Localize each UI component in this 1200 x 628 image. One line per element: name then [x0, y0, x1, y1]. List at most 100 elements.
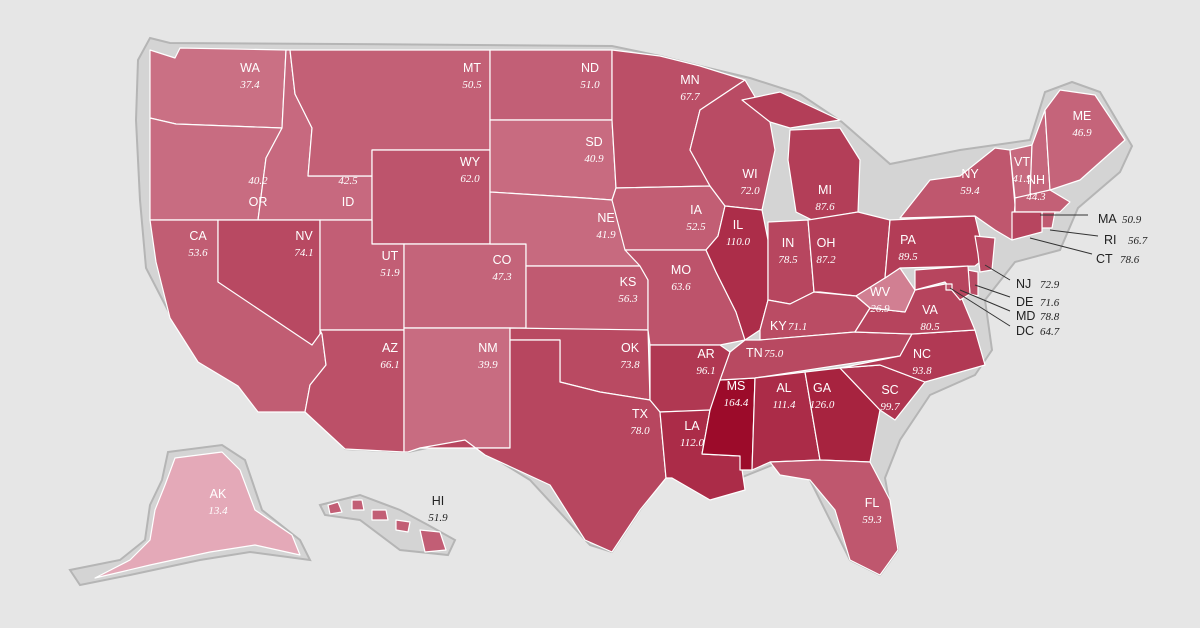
- state-abbr-CT: CT: [1096, 252, 1113, 266]
- state-value-NH: 44.3: [1026, 191, 1046, 203]
- state-abbr-OH: OH: [817, 236, 836, 250]
- state-value-OH: 87.2: [816, 254, 836, 266]
- state-abbr-AL: AL: [776, 381, 791, 395]
- state-abbr-CA: CA: [189, 229, 207, 243]
- state-value-DC: 64.7: [1040, 326, 1060, 338]
- state-abbr-NH: NH: [1027, 173, 1045, 187]
- state-value-AZ: 66.1: [380, 359, 399, 371]
- state-label-OH: OH 87.2: [816, 236, 836, 266]
- state-value-OR: 40.2: [248, 175, 268, 187]
- state-label-NV: NV 74.1: [294, 229, 313, 259]
- state-value-WY: 62.0: [460, 173, 480, 185]
- state-abbr-MI: MI: [818, 183, 832, 197]
- state-value-UT: 51.9: [380, 267, 400, 279]
- state-IA[interactable]: [611, 185, 726, 251]
- state-value-VA: 80.5: [920, 321, 940, 333]
- state-abbr-ME: ME: [1073, 109, 1092, 123]
- state-label-MS: MS 164.4: [724, 379, 749, 409]
- state-abbr-VA: VA: [922, 303, 938, 317]
- state-abbr-AK: AK: [210, 487, 227, 501]
- state-abbr-DE: DE: [1016, 295, 1033, 309]
- state-label-MN: MN 67.7: [680, 73, 700, 103]
- state-abbr-WA: WA: [240, 61, 260, 75]
- state-abbr-LA: LA: [684, 419, 700, 433]
- state-MA[interactable]: [1014, 189, 1071, 213]
- state-label-VT: VT 41.9: [1012, 155, 1032, 185]
- state-value-IN: 78.5: [778, 254, 798, 266]
- state-abbr-MN: MN: [680, 73, 699, 87]
- state-label-OK: OK 73.8: [620, 341, 640, 371]
- state-value-KS: 56.3: [618, 293, 638, 305]
- state-label-TN: TN 75.0: [746, 346, 784, 360]
- state-value-IA: 52.5: [686, 221, 706, 233]
- state-value-LA: 112.0: [680, 437, 704, 449]
- state-label-UT: UT 51.9: [380, 249, 400, 279]
- state-abbr-MD: MD: [1016, 309, 1035, 323]
- state-label-PA: PA 89.5: [898, 233, 918, 263]
- state-label-WA: WA 37.4: [239, 61, 260, 91]
- state-value-GA: 126.0: [810, 399, 835, 411]
- state-value-CO: 47.3: [492, 271, 512, 283]
- state-NJ[interactable]: [974, 235, 996, 273]
- state-value-SD: 40.9: [584, 153, 604, 165]
- state-label-VA: VA 80.5: [920, 303, 940, 333]
- state-abbr-WI: WI: [742, 167, 757, 181]
- state-FL[interactable]: [769, 459, 899, 576]
- state-value-MT: 50.5: [462, 79, 482, 91]
- leader-DE: [974, 284, 1011, 298]
- state-AK[interactable]: [94, 451, 301, 579]
- state-label-ND: ND 51.0: [580, 61, 600, 91]
- state-RI[interactable]: [1041, 211, 1056, 229]
- state-label-GA: GA 126.0: [810, 381, 835, 411]
- state-labels: WA 37.4 OR 40.2 CA 53.6 ID 42.5 NV 74.1 MT 50.5 WY 62…: [188, 61, 1147, 526]
- state-abbr-UT: UT: [382, 249, 399, 263]
- state-value-HI: 51.9: [428, 512, 448, 524]
- state-abbr-AR: AR: [697, 347, 714, 361]
- state-abbr-HI: HI: [432, 494, 445, 508]
- state-value-PA: 89.5: [898, 251, 918, 263]
- state-HI[interactable]: [327, 499, 447, 553]
- state-value-TN: 75.0: [764, 348, 784, 360]
- state-label-HI: HI 51.9: [428, 494, 448, 524]
- state-label-KY: KY 71.1: [770, 319, 807, 333]
- state-label-MD: MD 78.8: [1016, 309, 1060, 323]
- leader-DC: [949, 287, 1011, 327]
- state-value-MO: 63.6: [671, 281, 691, 293]
- state-GA[interactable]: [804, 367, 881, 463]
- state-label-NM: NM 39.9: [477, 341, 498, 371]
- state-value-MI: 87.6: [815, 201, 835, 213]
- state-abbr-SD: SD: [585, 135, 602, 149]
- state-abbr-OK: OK: [621, 341, 640, 355]
- state-label-AZ: AZ 66.1: [380, 341, 399, 371]
- state-label-WY: WY 62.0: [460, 155, 481, 185]
- state-NV[interactable]: [217, 219, 321, 346]
- state-value-ND: 51.0: [580, 79, 600, 91]
- state-abbr-PA: PA: [900, 233, 916, 247]
- state-CT[interactable]: [1011, 211, 1043, 241]
- state-label-ME: ME 46.9: [1072, 109, 1092, 139]
- state-label-FL: FL 59.3: [862, 496, 882, 526]
- state-value-DE: 71.6: [1040, 297, 1060, 309]
- state-abbr-KY: KY: [770, 319, 787, 333]
- state-abbr-OR: OR: [249, 195, 268, 209]
- state-label-MO: MO 63.6: [671, 263, 691, 293]
- state-TX[interactable]: [419, 339, 667, 553]
- state-abbr-NC: NC: [913, 347, 931, 361]
- state-label-MT: MT 50.5: [462, 61, 482, 91]
- state-abbr-FL: FL: [865, 496, 880, 510]
- state-value-SC: 99.7: [880, 401, 900, 413]
- state-abbr-AZ: AZ: [382, 341, 398, 355]
- leader-RI: [1049, 229, 1099, 237]
- state-value-ID: 42.5: [338, 175, 358, 187]
- state-label-IL: IL 110.0: [726, 218, 750, 248]
- state-value-AL: 111.4: [772, 399, 796, 411]
- state-label-NY: NY 59.4: [960, 167, 980, 197]
- label-leaders: [949, 214, 1099, 327]
- state-abbr-NE: NE: [597, 211, 614, 225]
- state-value-NV: 74.1: [294, 247, 313, 259]
- state-value-FL: 59.3: [862, 514, 882, 526]
- state-abbr-VT: VT: [1014, 155, 1030, 169]
- state-abbr-NV: NV: [295, 229, 313, 243]
- state-WA[interactable]: [149, 47, 287, 129]
- state-abbr-ID: ID: [342, 195, 355, 209]
